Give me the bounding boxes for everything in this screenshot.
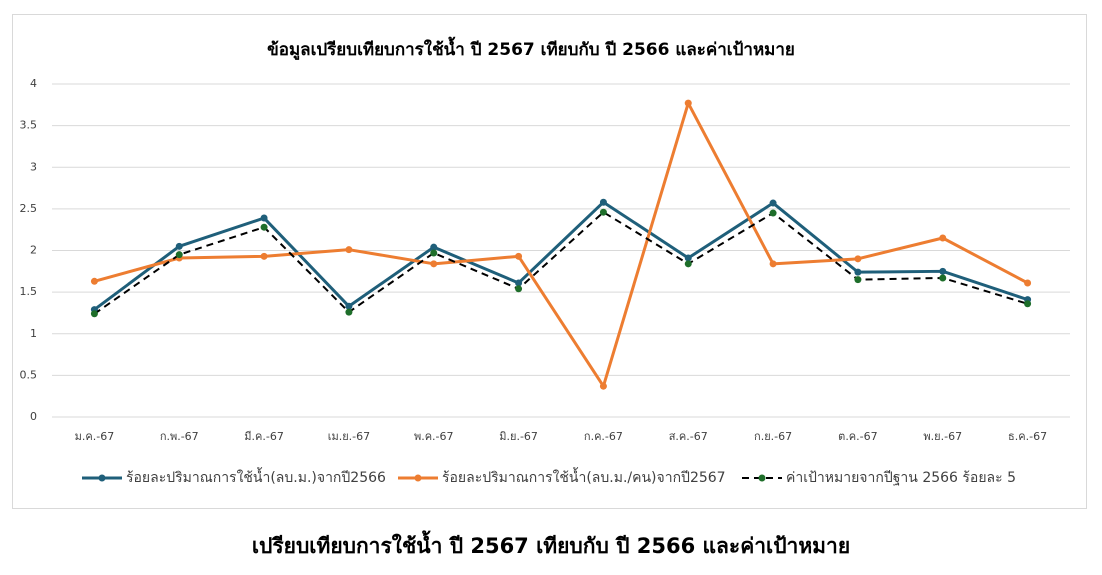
data-point <box>939 267 947 275</box>
data-point <box>430 260 438 268</box>
x-tick-label: ส.ค.-67 <box>669 430 708 443</box>
legend-marker <box>414 474 422 482</box>
data-point <box>939 274 947 282</box>
data-point <box>684 254 692 262</box>
y-tick-label: 3.5 <box>20 119 38 132</box>
data-point <box>345 308 353 316</box>
data-point <box>854 276 862 284</box>
data-point <box>515 285 523 293</box>
y-tick-label: 2 <box>30 244 37 257</box>
data-point <box>260 214 268 222</box>
x-tick-label: พ.ค.-67 <box>414 430 454 443</box>
data-point <box>515 279 523 287</box>
data-point <box>769 260 777 268</box>
data-point <box>769 199 777 207</box>
data-point <box>599 198 607 206</box>
data-point <box>345 302 353 310</box>
x-tick-label: ก.ย.-67 <box>754 430 792 443</box>
data-point <box>90 277 98 285</box>
chart-frame <box>12 14 1087 509</box>
chart: ข้อมูลเปรียบเทียบการใช้น้ำ ปี 2567 เทียบ… <box>12 14 1087 509</box>
legend-label: ร้อยละปริมาณการใช้น้ำ(ลบ.ม.)จากปี2566 <box>126 467 386 486</box>
x-tick-label: ก.ค.-67 <box>584 430 623 443</box>
data-point <box>1024 300 1032 308</box>
series-line <box>93 200 1029 311</box>
data-point <box>1024 279 1032 287</box>
x-tick-label: ต.ค.-67 <box>838 430 877 443</box>
x-tick-label: เม.ย.-67 <box>328 430 370 443</box>
data-point <box>854 268 862 276</box>
data-point <box>854 255 862 263</box>
caption: เปรียบเทียบการใช้น้ำ ปี 2567 เทียบกับ ปี… <box>251 534 851 558</box>
y-tick-label: 1.5 <box>20 285 38 298</box>
chart-title: ข้อมูลเปรียบเทียบการใช้น้ำ ปี 2567 เทียบ… <box>267 36 795 61</box>
data-point <box>345 246 353 254</box>
data-point <box>260 223 268 231</box>
x-tick-label: มี.ค.-67 <box>244 430 284 443</box>
data-point <box>769 209 777 217</box>
x-tick-label: พ.ย.-67 <box>923 430 962 443</box>
data-point <box>175 242 183 250</box>
y-tick-label: 1 <box>30 327 37 340</box>
data-point <box>599 208 607 216</box>
x-tick-label: มิ.ย.-67 <box>499 430 538 443</box>
x-tick-label: ธ.ค.-67 <box>1008 430 1047 443</box>
y-tick-label: 3 <box>30 160 37 173</box>
legend-label: ค่าเป้าหมายจากปีฐาน 2566 ร้อยละ 5 <box>786 470 1016 486</box>
y-tick-label: 4 <box>30 77 37 90</box>
y-tick-label: 0.5 <box>20 368 38 381</box>
data-point <box>260 252 268 260</box>
data-point <box>90 310 98 318</box>
legend-marker <box>758 474 766 482</box>
y-tick-label: 0 <box>30 410 37 423</box>
series-line <box>94 101 1029 388</box>
data-point <box>175 251 183 259</box>
data-point <box>684 99 692 107</box>
legend-label: ร้อยละปริมาณการใช้น้ำ(ลบ.ม./คน)จากปี2567 <box>442 467 726 486</box>
data-point <box>430 243 438 251</box>
x-tick-label: ก.พ.-67 <box>160 430 199 443</box>
data-point <box>515 252 523 260</box>
data-point <box>684 260 692 268</box>
data-point <box>599 382 607 390</box>
y-tick-label: 2.5 <box>20 202 38 215</box>
data-point <box>939 234 947 242</box>
series-line <box>93 211 1028 315</box>
x-tick-label: ม.ค.-67 <box>75 430 115 443</box>
legend-marker <box>98 474 106 482</box>
data-point <box>430 249 438 257</box>
